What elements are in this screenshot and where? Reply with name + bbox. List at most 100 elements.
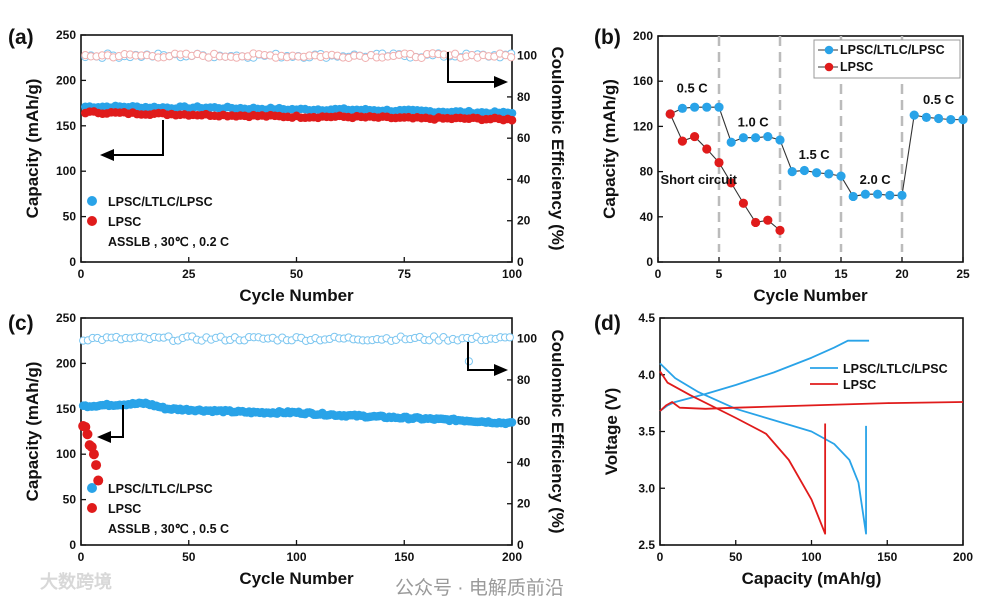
y-tick-label: 80 bbox=[640, 165, 654, 179]
data-point bbox=[848, 191, 858, 202]
panel-a: 0 25 50 75 100050100150200250020406080100Cyc… bbox=[23, 28, 567, 305]
y-tick-label: 250 bbox=[56, 311, 76, 325]
y-tick-label: 0 bbox=[69, 538, 76, 552]
y-axis-title: Capacity (mAh/g) bbox=[23, 362, 42, 502]
y-tick-label: 0 bbox=[646, 255, 653, 269]
data-point bbox=[726, 178, 736, 188]
data-point bbox=[714, 102, 724, 112]
y2-tick-label: 20 bbox=[517, 497, 531, 511]
data-point bbox=[836, 171, 846, 181]
legend-label: LPSC bbox=[108, 502, 141, 516]
x-tick-label: 150 bbox=[877, 550, 897, 564]
data-point bbox=[702, 102, 712, 112]
y2-tick-label: 40 bbox=[517, 455, 531, 469]
arrow-head-left bbox=[100, 149, 114, 161]
y-tick-label: 150 bbox=[56, 402, 76, 416]
y-tick-label: 3.5 bbox=[638, 425, 655, 439]
plot-frame bbox=[657, 35, 964, 263]
x-tick-label: 25 bbox=[182, 267, 196, 281]
capacity-point bbox=[93, 475, 104, 486]
y-tick-label: 4.5 bbox=[638, 311, 655, 325]
annotation: 1.0 C bbox=[738, 114, 770, 129]
y-tick-label: 50 bbox=[63, 210, 77, 224]
data-point bbox=[787, 167, 797, 177]
annotation: 1.5 C bbox=[799, 147, 831, 162]
plot-frame bbox=[80, 317, 513, 546]
legend-label: LPSC/LTLC/LPSC bbox=[108, 482, 213, 496]
curve-lpsc-discharge bbox=[659, 370, 827, 535]
x-tick-label: 50 bbox=[182, 550, 196, 564]
panel-c: 0 50 100 150 200050100150200250020406080100C… bbox=[23, 311, 567, 588]
y-tick-label: 150 bbox=[56, 119, 76, 133]
curve-lpsc-ltlc-lpsc-discharge bbox=[659, 362, 867, 535]
data-point bbox=[909, 110, 919, 120]
y2-tick-label: 80 bbox=[517, 373, 531, 387]
y-tick-label: 200 bbox=[633, 29, 653, 43]
data-point bbox=[738, 133, 749, 143]
ce-point bbox=[417, 53, 426, 62]
legend-marker-red bbox=[87, 503, 97, 513]
data-point bbox=[763, 131, 773, 142]
data-point bbox=[690, 102, 700, 112]
y-tick-label: 200 bbox=[56, 356, 76, 370]
arrow-to-right-axis bbox=[447, 52, 496, 83]
series-lpsc bbox=[81, 107, 517, 125]
data-point bbox=[946, 115, 956, 125]
capacity-point bbox=[507, 417, 517, 427]
x-tick-label: 5 bbox=[716, 267, 723, 281]
x-tick-label: 20 bbox=[895, 267, 909, 281]
y2-tick-label: 20 bbox=[517, 214, 531, 228]
ce-point bbox=[204, 53, 213, 62]
annotation: 0.5 C bbox=[677, 81, 709, 96]
y-tick-label: 200 bbox=[56, 73, 76, 87]
data-point bbox=[751, 133, 761, 143]
y2-tick-label: 80 bbox=[517, 90, 531, 104]
curve-lpsc-ltlc-lpsc-charge bbox=[659, 339, 870, 412]
legend-note: ASSLB , 30℃ , 0.5 C bbox=[108, 522, 229, 536]
x-tick-label: 150 bbox=[394, 550, 414, 564]
x-tick-label: 50 bbox=[290, 267, 304, 281]
legend-note: ASSLB , 30℃ , 0.2 C bbox=[108, 235, 229, 249]
data-point bbox=[958, 115, 968, 125]
data-point bbox=[751, 217, 761, 228]
watermark-left: 大数跨境 bbox=[40, 571, 112, 592]
legend-marker-red bbox=[87, 216, 97, 226]
data-point bbox=[799, 165, 810, 176]
y2-tick-label: 0 bbox=[517, 538, 524, 552]
y-tick-label: 2.5 bbox=[638, 538, 655, 552]
x-axis-title: Cycle Number bbox=[239, 286, 354, 305]
watermark-right: 公众号 · 电解质前沿 bbox=[395, 577, 564, 599]
x-axis-title: Capacity (mAh/g) bbox=[742, 569, 882, 588]
data-point bbox=[775, 225, 785, 235]
x-tick-label: 200 bbox=[502, 550, 522, 564]
x-tick-label: 100 bbox=[801, 550, 821, 564]
series-lpsc-ltlc-lpsc bbox=[78, 398, 517, 429]
series-lpsc-ce bbox=[81, 49, 516, 63]
y-tick-label: 100 bbox=[56, 447, 76, 461]
legend-label: LPSC bbox=[843, 378, 876, 392]
series-lpsc-ltlc-lpsc bbox=[665, 102, 968, 202]
data-point bbox=[775, 135, 785, 145]
x-tick-label: 0 bbox=[78, 267, 85, 281]
y-tick-label: 40 bbox=[640, 210, 654, 224]
ce-point bbox=[505, 333, 514, 342]
ce-point bbox=[451, 49, 460, 58]
y2-tick-label: 100 bbox=[517, 49, 537, 63]
legend-label: LPSC/LTLC/LPSC bbox=[108, 195, 213, 209]
x-tick-label: 0 bbox=[657, 550, 664, 564]
x-tick-label: 0 bbox=[78, 550, 85, 564]
arrow-head-left bbox=[97, 431, 111, 443]
panel-label-d: (d) bbox=[594, 312, 621, 335]
data-point bbox=[714, 157, 724, 168]
data-point bbox=[824, 169, 834, 179]
y2-tick-label: 60 bbox=[517, 414, 531, 428]
data-point bbox=[677, 136, 688, 146]
panel-label-a: (a) bbox=[8, 26, 34, 49]
series-lpsc bbox=[665, 109, 785, 235]
arrow-to-left-axis bbox=[109, 405, 124, 438]
y2-tick-label: 60 bbox=[517, 131, 531, 145]
legend-label: LPSC/LTLC/LPSC bbox=[843, 362, 948, 376]
data-point bbox=[897, 190, 907, 200]
series-lpsc bbox=[78, 421, 104, 486]
